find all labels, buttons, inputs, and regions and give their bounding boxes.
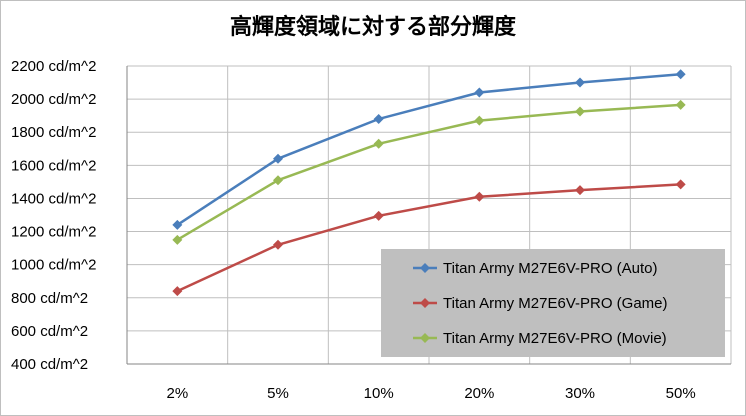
y-tick-label: 1400 cd/m^2 [11, 190, 96, 207]
x-tick-label: 30% [565, 385, 595, 402]
y-tick-label: 600 cd/m^2 [11, 323, 88, 340]
x-tick-label: 2% [166, 385, 188, 402]
y-tick-label: 2000 cd/m^2 [11, 91, 96, 108]
series-line-2 [176, 103, 681, 241]
y-tick-label: 1800 cd/m^2 [11, 124, 96, 141]
legend-marker [420, 263, 430, 273]
legend-entry: Titan Army M27E6V-PRO (Movie) [443, 330, 667, 347]
data-point [474, 87, 485, 98]
data-point [172, 286, 183, 297]
data-point [474, 115, 485, 126]
data-point [373, 113, 384, 124]
y-tick-label: 1000 cd/m^2 [11, 257, 96, 274]
y-tick-label: 800 cd/m^2 [11, 290, 88, 307]
y-tick-label: 1200 cd/m^2 [11, 224, 96, 241]
chart-title: 高輝度領域に対する部分輝度 [229, 15, 516, 40]
data-point [273, 239, 283, 250]
data-point [675, 69, 686, 80]
legend-marker [420, 333, 430, 343]
data-point [575, 106, 585, 117]
legend-marker [420, 298, 430, 308]
data-point [575, 185, 585, 196]
data-point [575, 77, 585, 88]
data-point [474, 191, 485, 202]
data-point [172, 219, 183, 230]
x-tick-label: 10% [364, 385, 394, 402]
data-point [273, 175, 283, 186]
data-point [172, 234, 183, 245]
series-line-0 [176, 73, 681, 226]
y-tick-label: 400 cd/m^2 [11, 356, 88, 373]
legend-entry: Titan Army M27E6V-PRO (Game) [443, 295, 668, 312]
y-tick-label: 2200 cd/m^2 [11, 58, 96, 75]
x-tick-label: 50% [666, 385, 696, 402]
series-line-1 [176, 183, 681, 293]
legend-box [381, 249, 725, 357]
data-point [675, 99, 686, 110]
data-point [373, 210, 384, 221]
x-tick-label: 20% [464, 385, 494, 402]
data-point [373, 138, 384, 149]
x-tick-label: 5% [267, 385, 289, 402]
data-point [273, 153, 283, 164]
data-point [675, 179, 686, 190]
y-tick-label: 1600 cd/m^2 [11, 157, 96, 174]
legend-entry: Titan Army M27E6V-PRO (Auto) [443, 260, 658, 277]
